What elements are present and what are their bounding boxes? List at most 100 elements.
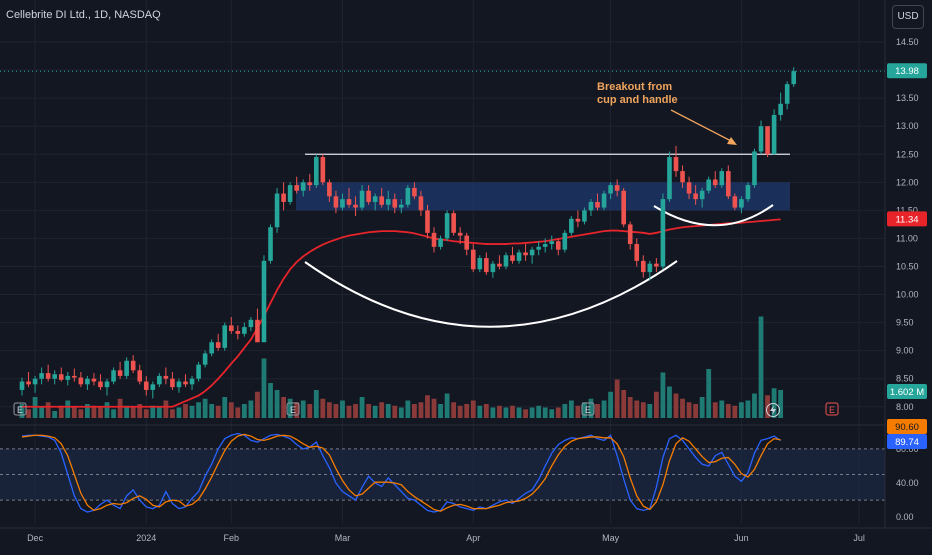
candle-body xyxy=(399,204,404,208)
volume-bar xyxy=(85,404,90,418)
candle-body xyxy=(595,201,600,208)
volume-bar xyxy=(385,404,391,418)
volume-bar xyxy=(549,409,555,418)
candle-body xyxy=(183,381,188,385)
volume-bar xyxy=(65,400,71,418)
volume-bar xyxy=(176,407,182,418)
volume-bar xyxy=(510,405,515,418)
volume-bar xyxy=(497,405,502,418)
candle-body xyxy=(405,187,411,205)
volume-bar xyxy=(333,404,339,418)
volume-bar xyxy=(575,405,581,418)
stoch-d-line xyxy=(21,433,781,512)
volume-bar xyxy=(595,404,600,418)
volume-bar xyxy=(379,402,385,418)
candle-body xyxy=(261,260,267,343)
volume-bar xyxy=(150,405,156,418)
volume-bar xyxy=(725,404,731,418)
volume-bar xyxy=(215,405,221,418)
volume-bar xyxy=(778,389,784,418)
volume-bar xyxy=(366,404,372,418)
candle-body xyxy=(575,218,581,222)
volume-bar xyxy=(209,404,215,418)
candle-body xyxy=(65,375,71,380)
candle-body xyxy=(32,378,38,385)
volume-bar xyxy=(503,407,509,418)
candle-body xyxy=(726,171,731,197)
volume-bar xyxy=(340,400,345,418)
candle-body xyxy=(484,258,489,273)
candle-body xyxy=(745,185,751,200)
candle-body xyxy=(654,263,659,267)
candle-body xyxy=(170,378,175,388)
candle-body xyxy=(130,360,136,371)
candle-body xyxy=(680,171,685,183)
earnings-icon: E xyxy=(286,402,300,416)
volume-bar xyxy=(111,409,116,418)
volume-bar xyxy=(156,407,162,418)
candle-body xyxy=(78,377,84,385)
candle-body xyxy=(699,190,705,200)
volume-bar xyxy=(470,400,476,418)
candle-body xyxy=(104,381,110,388)
candle-body xyxy=(359,190,365,208)
volume-bar xyxy=(673,393,679,418)
price-tick-label: 13.00 xyxy=(896,121,919,131)
candle-body xyxy=(150,384,156,390)
volume-bar xyxy=(601,400,607,418)
volume-bar xyxy=(170,409,175,418)
candle-body xyxy=(438,238,443,247)
volume-bar xyxy=(71,407,77,418)
volume-bar xyxy=(457,405,463,418)
volume-bar xyxy=(464,404,470,418)
candle-body xyxy=(510,255,515,261)
volume-bar xyxy=(412,404,417,418)
candle-body xyxy=(117,370,123,376)
candle-body xyxy=(196,364,201,379)
candle-body xyxy=(614,185,620,191)
volume-bar xyxy=(582,402,587,418)
stoch-d-tag-bg xyxy=(887,419,927,434)
volume-bar xyxy=(451,402,457,418)
volume-bar xyxy=(568,400,574,418)
volume-bar xyxy=(287,398,293,418)
earnings-icon: E xyxy=(13,402,27,416)
candle-body xyxy=(228,325,234,332)
volume-bar xyxy=(45,402,51,418)
volume-bar xyxy=(686,402,692,418)
volume-bar xyxy=(536,405,542,418)
volume-bar xyxy=(627,397,633,418)
candle-body xyxy=(340,199,345,208)
price-tick-label: 11.50 xyxy=(896,205,918,215)
candle-body xyxy=(314,157,319,186)
volume-bar xyxy=(653,391,659,418)
candle-body xyxy=(647,263,653,273)
candle-body xyxy=(52,374,57,379)
candle-body xyxy=(712,179,718,186)
candle-body xyxy=(451,213,456,233)
candle-body xyxy=(470,249,476,270)
candle-body xyxy=(431,232,437,247)
candle-body xyxy=(353,204,358,208)
candle-body xyxy=(307,182,313,186)
candle-body xyxy=(667,157,672,200)
volume-bar xyxy=(588,398,594,418)
volume-bar xyxy=(98,407,103,418)
stoch-band xyxy=(0,448,885,501)
candle-body xyxy=(202,353,208,365)
candle-body xyxy=(222,325,228,348)
time-tick-label: Apr xyxy=(466,533,480,543)
candle-body xyxy=(39,373,44,379)
candle-body xyxy=(91,378,97,382)
volume-bar xyxy=(281,397,286,418)
volume-tag: 1.602 M xyxy=(890,387,924,398)
candle-body xyxy=(242,327,247,334)
currency-button[interactable]: USD xyxy=(892,5,924,29)
volume-bar xyxy=(667,386,672,418)
candle-body xyxy=(588,201,594,211)
volume-bar xyxy=(634,400,640,418)
time-tick-label: Feb xyxy=(224,533,240,543)
volume-bar xyxy=(680,398,685,418)
